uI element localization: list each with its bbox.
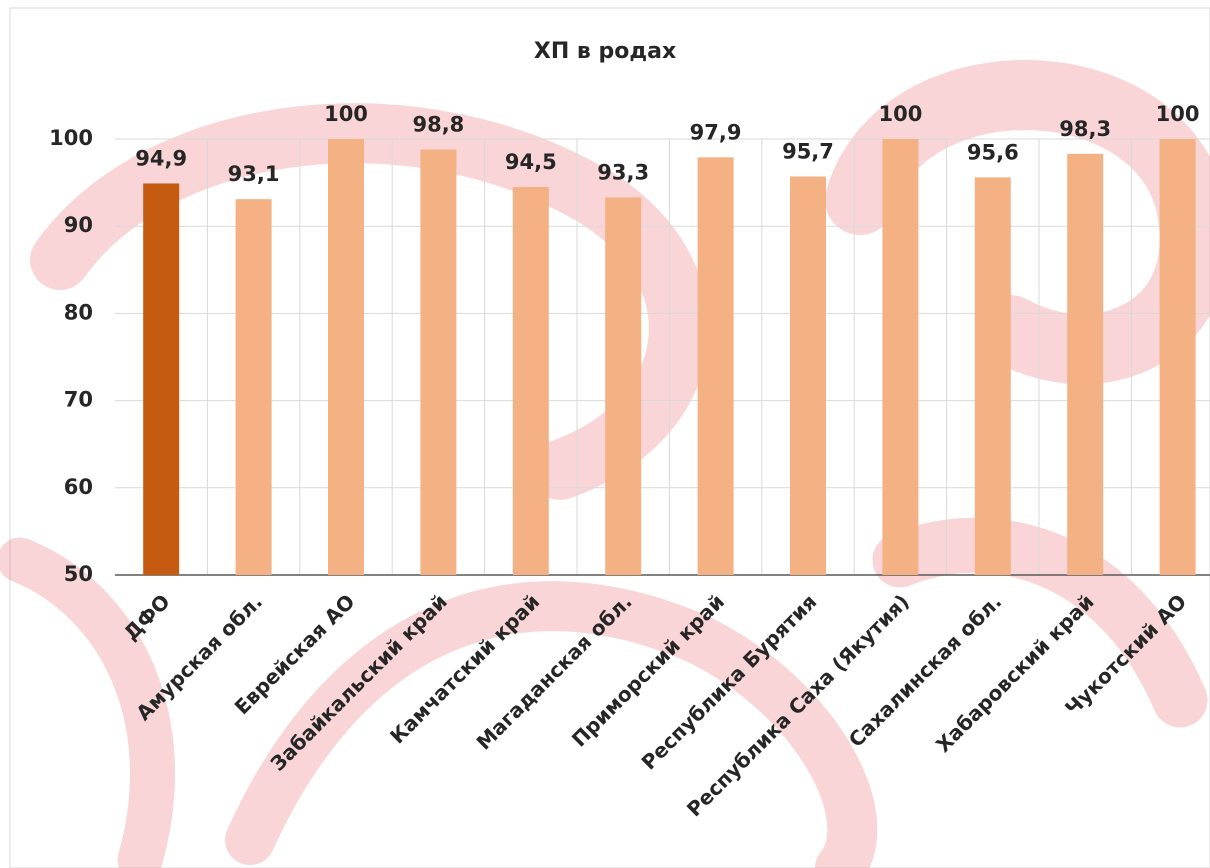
- y-tick-label: 60: [64, 475, 93, 499]
- ribbon: [0, 537, 175, 868]
- chart-frame: [9, 7, 1210, 868]
- value-label: 100: [1156, 102, 1200, 126]
- bar: [1159, 139, 1196, 575]
- value-label: 95,6: [967, 140, 1019, 164]
- bar: [143, 183, 180, 576]
- y-tick-label: 100: [49, 126, 93, 150]
- value-label: 98,3: [1059, 117, 1111, 141]
- value-label: 94,5: [505, 150, 557, 174]
- y-tick-label: 90: [64, 213, 93, 237]
- value-label: 93,3: [597, 160, 649, 184]
- bar: [420, 149, 457, 576]
- y-tick-label: 70: [64, 388, 93, 412]
- bar: [790, 176, 826, 575]
- bar: [974, 177, 1011, 576]
- ribbon: [30, 103, 709, 500]
- value-label: 94,9: [135, 146, 187, 170]
- value-label: 100: [878, 102, 922, 126]
- bar: [605, 197, 642, 575]
- value-label: 95,7: [782, 139, 834, 163]
- bar: [882, 139, 919, 575]
- bar: [1067, 153, 1104, 575]
- value-label: 97,9: [690, 120, 742, 144]
- value-label: 100: [324, 102, 368, 126]
- bar: [328, 139, 364, 575]
- chart-title: ХП в родах: [534, 39, 676, 64]
- bar: [697, 157, 734, 575]
- value-label: 98,8: [412, 112, 464, 136]
- bar: [512, 186, 549, 575]
- ribbon: [872, 517, 1208, 728]
- y-tick-label: 80: [64, 300, 93, 324]
- bar: [235, 199, 272, 575]
- value-label: 93,1: [228, 162, 280, 186]
- ribbon: [225, 581, 878, 868]
- y-tick-label: 50: [64, 562, 93, 586]
